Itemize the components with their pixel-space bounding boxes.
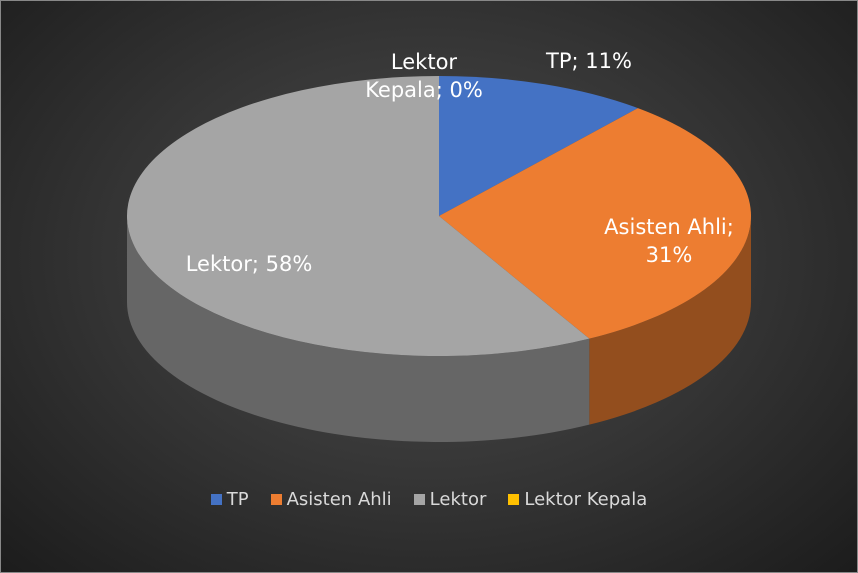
legend-swatch bbox=[210, 494, 222, 505]
slice bbox=[439, 76, 638, 216]
slice-side bbox=[126, 216, 590, 442]
data-label: TP; 11% bbox=[546, 49, 632, 73]
slice bbox=[126, 76, 590, 356]
slice-side bbox=[589, 216, 751, 425]
slice bbox=[439, 108, 751, 339]
data-label: Lektor Kepala; 0% bbox=[365, 50, 483, 102]
legend-item: Asisten Ahli bbox=[270, 489, 392, 510]
legend-item: Lektor bbox=[413, 489, 487, 510]
legend: TP Asisten Ahli Lektor Lektor Kepala bbox=[1, 489, 857, 510]
legend-label: Lektor bbox=[429, 489, 487, 510]
legend-swatch bbox=[508, 494, 520, 505]
legend-item: Lektor Kepala bbox=[508, 489, 647, 510]
legend-label: Lektor Kepala bbox=[524, 489, 648, 510]
legend-swatch bbox=[270, 494, 282, 505]
legend-label: Asisten Ahli bbox=[286, 489, 392, 510]
data-label: Asisten Ahli; 31% bbox=[604, 215, 734, 267]
legend-label: TP bbox=[226, 489, 249, 510]
legend-item: TP bbox=[210, 489, 249, 510]
data-label: Lektor; 58% bbox=[185, 252, 313, 276]
legend-swatch bbox=[413, 494, 425, 505]
